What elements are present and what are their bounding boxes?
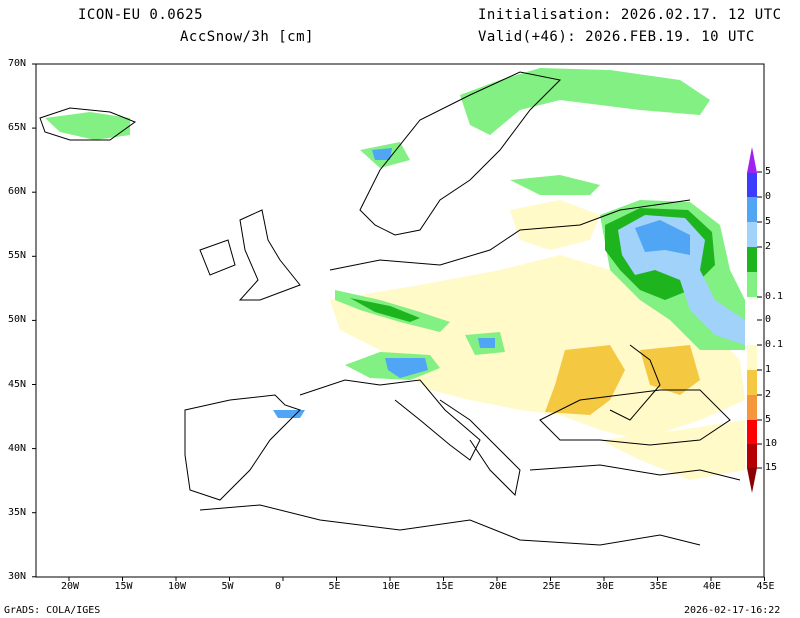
colorbar-label: 2 <box>765 241 772 252</box>
colorbar-label: 5 <box>765 166 772 177</box>
colorbar-label: 0.1 <box>765 291 784 302</box>
colorbar-seg <box>747 420 757 444</box>
lon-label: 0 <box>275 581 282 592</box>
lon-label: 5E <box>328 581 341 592</box>
colorbar-label: 15 <box>765 462 778 473</box>
colorbar-cap-top <box>747 147 757 173</box>
lat-label: 45N <box>8 378 27 390</box>
coastlines <box>39 71 741 546</box>
colorbar-cap-bottom <box>747 468 757 493</box>
colorbar-label: 0 <box>765 191 772 202</box>
colorbar-seg <box>747 395 757 420</box>
lon-label: 10W <box>168 581 187 592</box>
model-title: ICON-EU 0.0625 <box>78 7 204 23</box>
lat-label: 50N <box>8 314 27 326</box>
lon-label: 45E <box>756 581 775 592</box>
colorbar <box>747 147 757 493</box>
colorbar-seg <box>747 345 757 370</box>
lat-label: 70N <box>8 58 27 69</box>
footer-timestamp: 2026-02-17-16:22 <box>684 605 781 616</box>
colorbar-seg <box>747 370 757 395</box>
lon-label: 25E <box>542 581 561 592</box>
axis-ticks <box>32 63 765 581</box>
lat-label: 65N <box>8 122 27 134</box>
footer-credit: GrADS: COLA/IGES <box>4 605 101 616</box>
colorbar-seg <box>747 222 757 247</box>
colorbar-seg <box>747 444 757 468</box>
lat-label: 35N <box>8 506 27 518</box>
colorbar-label: 10 <box>765 438 778 449</box>
lat-label: 55N <box>8 250 27 262</box>
lon-label: 5W <box>221 581 234 592</box>
lat-label: 60N <box>8 186 27 198</box>
colorbar-seg <box>747 197 757 222</box>
lon-label: 30E <box>596 581 615 592</box>
variable-title: AccSnow/3h [cm] <box>180 29 314 45</box>
lon-label: 15E <box>435 581 454 592</box>
colorbar-label: 1 <box>765 364 772 375</box>
colorbar-seg <box>747 247 757 272</box>
colorbar-seg <box>747 173 757 197</box>
valid-time: Valid(+46): 2026.FEB.19. 10 UTC <box>478 29 755 45</box>
lon-label: 40E <box>703 581 722 592</box>
lon-label: 20E <box>489 581 508 592</box>
snow-field <box>45 68 745 480</box>
lon-label: 20W <box>61 581 80 592</box>
colorbar-label: 0.1 <box>765 339 784 350</box>
colorbar-label: 5 <box>765 216 772 227</box>
colorbar-seg <box>747 272 757 297</box>
colorbar-label: 5 <box>765 414 772 425</box>
lat-label: 30N <box>8 570 27 582</box>
lon-label: 15W <box>114 581 133 592</box>
lon-label: 35E <box>649 581 668 592</box>
colorbar-seg <box>747 297 757 345</box>
init-time: Initialisation: 2026.02.17. 12 UTC <box>478 7 782 23</box>
lat-label: 40N <box>8 442 27 454</box>
colorbar-label: 0 <box>765 314 772 325</box>
colorbar-label: 2 <box>765 389 772 400</box>
lon-label: 10E <box>382 581 401 592</box>
